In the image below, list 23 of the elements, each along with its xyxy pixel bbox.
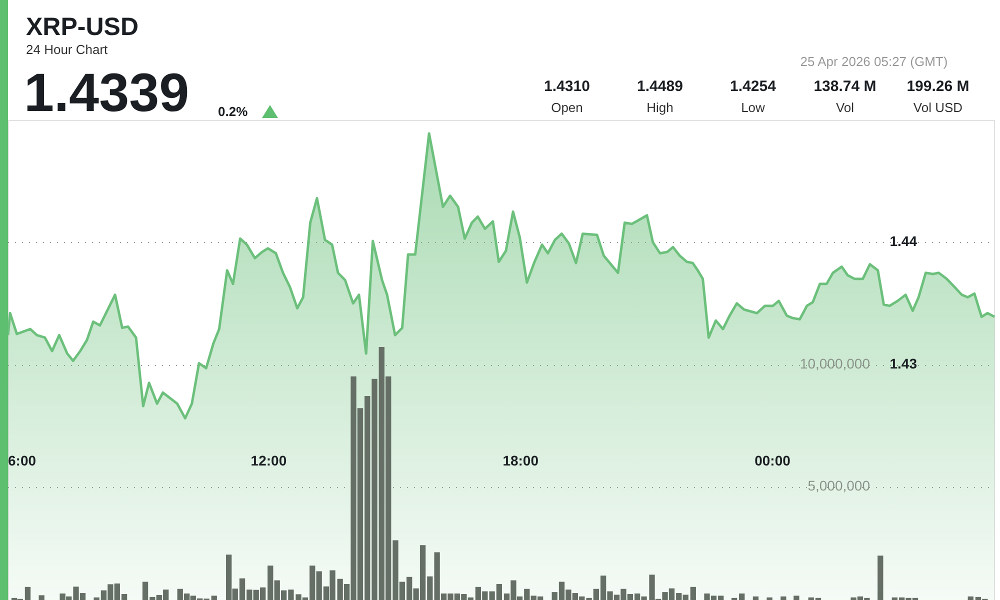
chart-title: XRP-USD [26,13,139,42]
text: 1.4310 [543,78,591,95]
text: 138.74 M [812,78,878,95]
text: 199.26 M [906,78,970,95]
x-tick-label: 12:00 [250,452,287,469]
y-tick-label: 1.43 [890,355,918,372]
y-tick-label: 1.44 [890,233,918,250]
y2-tick-label: 5,000,000 [808,478,870,494]
text: 1.4254 [729,78,777,95]
text: 0.2% [218,104,248,119]
text: Vol [834,100,856,115]
x-tick-label: 18:00 [502,452,539,469]
text: Open [550,100,584,115]
x-tick-label: 6:00 [8,452,36,469]
text: Low [740,100,766,115]
text: 25 Apr 2026 05:27 (GMT) [799,54,949,69]
text: 1.4489 [636,78,684,95]
chart-subtitle: 24 Hour Chart [26,42,108,57]
text: High [646,100,674,115]
annotation: 1.4339 [24,62,190,124]
text: Vol USD [912,100,964,115]
x-tick-label: 00:00 [754,452,791,469]
y2-tick-label: 10,000,000 [800,355,870,372]
